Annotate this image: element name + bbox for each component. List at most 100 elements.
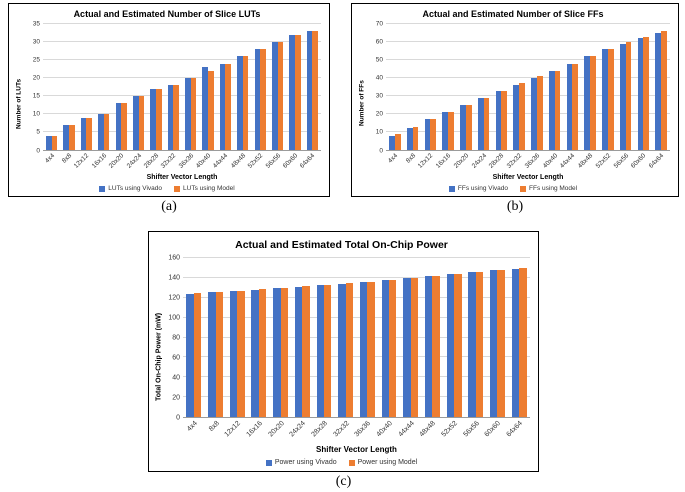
gridline: [386, 131, 670, 132]
bar-ffs-using-model: [430, 119, 437, 150]
bar-power-using-model: [215, 291, 223, 417]
bar-ffs-using-vivado: [619, 43, 626, 150]
bar-ffs-using-vivado: [566, 63, 573, 150]
legend-label: FFs using Model: [529, 185, 578, 192]
bar-ffs-using-vivado: [477, 97, 484, 150]
y-tick-label: 20: [375, 110, 383, 118]
bar-group: [528, 24, 546, 150]
chart-title: Actual and Estimated Total On-Chip Power: [235, 239, 448, 251]
y-tick-label: 40: [172, 374, 180, 382]
x-tick-cell: 4x4: [43, 151, 60, 173]
bar-power-using-vivado: [229, 290, 238, 417]
bar-power-using-model: [367, 281, 375, 417]
gridline: [386, 59, 670, 60]
bar-luts-using-vivado: [289, 34, 295, 150]
bar-ffs-using-vivado: [637, 38, 644, 150]
bar-ffs-using-model: [465, 105, 472, 150]
bar-luts-using-model: [260, 49, 266, 150]
bar-luts-using-model: [121, 103, 127, 150]
legend-item: Power using Vivado: [265, 459, 337, 466]
x-tick-cell: 4x4: [183, 418, 205, 444]
gridline: [43, 95, 321, 96]
y-tick-label: 20: [32, 74, 40, 82]
y-tick-label: 10: [32, 110, 40, 118]
bar-ffs-using-vivado: [548, 70, 555, 150]
gridline: [43, 131, 321, 132]
gridline: [386, 23, 670, 24]
x-tick-label: 56x56: [462, 420, 481, 439]
x-tick-cell: 40x40: [375, 418, 400, 444]
bar-power-using-model: [323, 284, 332, 417]
x-tick-cell: 36x36: [353, 418, 379, 444]
axis-spacer: [25, 151, 43, 173]
bar-ffs-using-model: [501, 90, 508, 150]
legend-item: FFs using Model: [520, 185, 577, 192]
x-tick-label: 4x4: [43, 152, 56, 165]
bar-group: [564, 24, 582, 150]
x-axis-labels: 4x4 8x8 12x12 16x16 20x20 24x24 28x28 32x32 36x3…: [43, 151, 321, 173]
bar-ffs-using-model: [643, 36, 650, 150]
x-tick-label: 52x52: [440, 420, 460, 439]
y-axis-ticks: 0 5 10 15 20 25 30 35: [25, 20, 43, 153]
bar-group: [147, 24, 164, 150]
legend-label: LUTs using Model: [183, 185, 235, 192]
legend-label: Power using Model: [357, 459, 418, 466]
plot-area: [386, 23, 670, 151]
x-tick-label: 8x8: [404, 152, 417, 165]
bar-luts-using-model: [208, 70, 214, 150]
x-axis-row: 4x4 8x8 12x12 16x16 20x20 24x24 28x28 32x32 36x3…: [25, 151, 321, 173]
plot-area: [43, 23, 321, 151]
y-tick-label: 0: [176, 414, 180, 422]
x-tick-cell: 64x64: [299, 151, 321, 173]
bar-group: [269, 24, 286, 150]
x-tick-label: 24x24: [288, 420, 308, 439]
bar-group: [457, 24, 475, 150]
bar-power-using-vivado: [359, 281, 368, 417]
y-tick-label: 25: [32, 56, 40, 64]
y-tick-label: 15: [32, 92, 40, 100]
gridline: [386, 113, 670, 114]
bar-group: [313, 258, 335, 417]
bar-power-using-vivado: [468, 271, 476, 417]
x-tick-label: 12x12: [223, 420, 243, 439]
bars-area: [386, 24, 670, 150]
x-tick-label: 4x4: [386, 152, 400, 165]
bar-power-using-model: [432, 275, 440, 417]
bar-group: [422, 258, 444, 417]
bar-group: [378, 258, 400, 417]
bar-group: [635, 24, 653, 150]
axis-spacer: [165, 418, 183, 444]
bar-group: [357, 258, 379, 417]
x-axis-title: Shifter Vector Length: [492, 174, 564, 181]
y-axis-ticks: 0 10 20 30 40 50 60 70: [368, 19, 386, 153]
gridline: [183, 276, 530, 278]
y-tick-label: 40: [375, 74, 383, 82]
bar-group: [234, 24, 251, 150]
chart-body: Number of FFs 0 10 20 30 40 50 60 70 4x4 8x8 12x1…: [356, 19, 670, 183]
bar-power-using-model: [193, 292, 202, 417]
bar-group: [510, 24, 528, 150]
x-tick-label: 16x16: [245, 420, 264, 439]
bar-group: [443, 258, 465, 417]
bar-power-using-vivado: [446, 273, 455, 417]
bar-ffs-using-model: [483, 97, 490, 150]
x-tick-label: 28x28: [310, 420, 329, 439]
x-tick-cell: 60x60: [484, 418, 509, 444]
plot-row: 0 10 20 30 40 50 60 70: [368, 19, 670, 153]
x-tick-label: 40x40: [375, 420, 394, 439]
bar-ffs-using-vivado: [531, 78, 537, 150]
legend-item: LUTs using Model: [174, 185, 235, 192]
bar-luts-using-vivado: [80, 117, 87, 150]
bar-luts-using-model: [51, 135, 58, 150]
y-tick-label: 70: [375, 19, 383, 27]
x-tick-label: 8x8: [207, 420, 221, 433]
x-tick-label: 48x48: [418, 420, 438, 439]
bar-ffs-using-model: [661, 31, 667, 150]
y-tick-label: 80: [172, 334, 180, 342]
x-tick-label: 36x36: [353, 420, 373, 439]
gridline: [43, 59, 321, 60]
bar-luts-using-vivado: [98, 114, 104, 150]
bar-power-using-model: [345, 282, 354, 417]
bar-luts-using-vivado: [185, 78, 191, 150]
legend-swatch: [520, 185, 527, 192]
